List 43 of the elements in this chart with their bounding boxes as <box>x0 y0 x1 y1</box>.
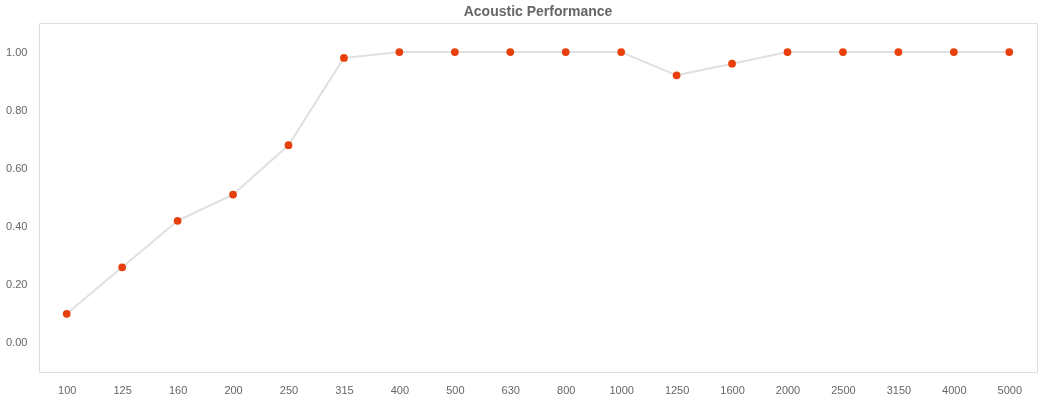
x-tick-label: 250 <box>279 383 299 396</box>
x-tick-label: 630 <box>501 383 520 396</box>
x-tick-label: 315 <box>335 383 354 396</box>
y-tick-label: 0.20 <box>6 278 28 291</box>
y-tick-label: 0.60 <box>6 161 28 174</box>
x-tick-label: 200 <box>224 383 243 396</box>
point <box>450 48 459 56</box>
point <box>1005 48 1014 56</box>
x-tick-label: 4000 <box>942 383 967 396</box>
point <box>617 48 626 56</box>
point <box>118 263 127 272</box>
point <box>839 48 847 56</box>
x-tick-label: 125 <box>113 383 132 396</box>
point <box>894 48 903 56</box>
x-tick-label: 800 <box>557 383 576 396</box>
x-tick-label: 1250 <box>664 383 690 396</box>
x-tick-label: 400 <box>390 383 410 396</box>
point <box>949 48 958 56</box>
point <box>395 48 404 56</box>
x-tick-label: 5000 <box>997 383 1023 396</box>
y-tick-label: 0.80 <box>6 103 28 116</box>
y-tick-label: 1.00 <box>6 45 28 58</box>
point <box>62 309 71 318</box>
point <box>173 216 182 225</box>
x-tick-label: 1600 <box>720 383 745 396</box>
x-tick-label: 3150 <box>886 383 912 396</box>
point <box>672 71 681 80</box>
point <box>506 48 515 56</box>
x-tick-label: 500 <box>446 383 465 396</box>
point <box>340 54 348 62</box>
y-tick-label: 0.00 <box>6 336 28 349</box>
chart-title: Acoustic Performance <box>463 3 613 19</box>
point <box>284 141 293 150</box>
point <box>728 59 736 68</box>
x-tick-label: 100 <box>58 383 77 396</box>
x-tick-label: 1000 <box>609 383 634 396</box>
point <box>783 48 792 56</box>
point <box>229 190 237 199</box>
point <box>561 48 570 56</box>
y-tick-label: 0.40 <box>6 220 28 233</box>
x-tick-label: 160 <box>168 383 188 396</box>
x-tick-label: 2000 <box>775 383 801 396</box>
x-tick-label: 2500 <box>831 383 856 396</box>
